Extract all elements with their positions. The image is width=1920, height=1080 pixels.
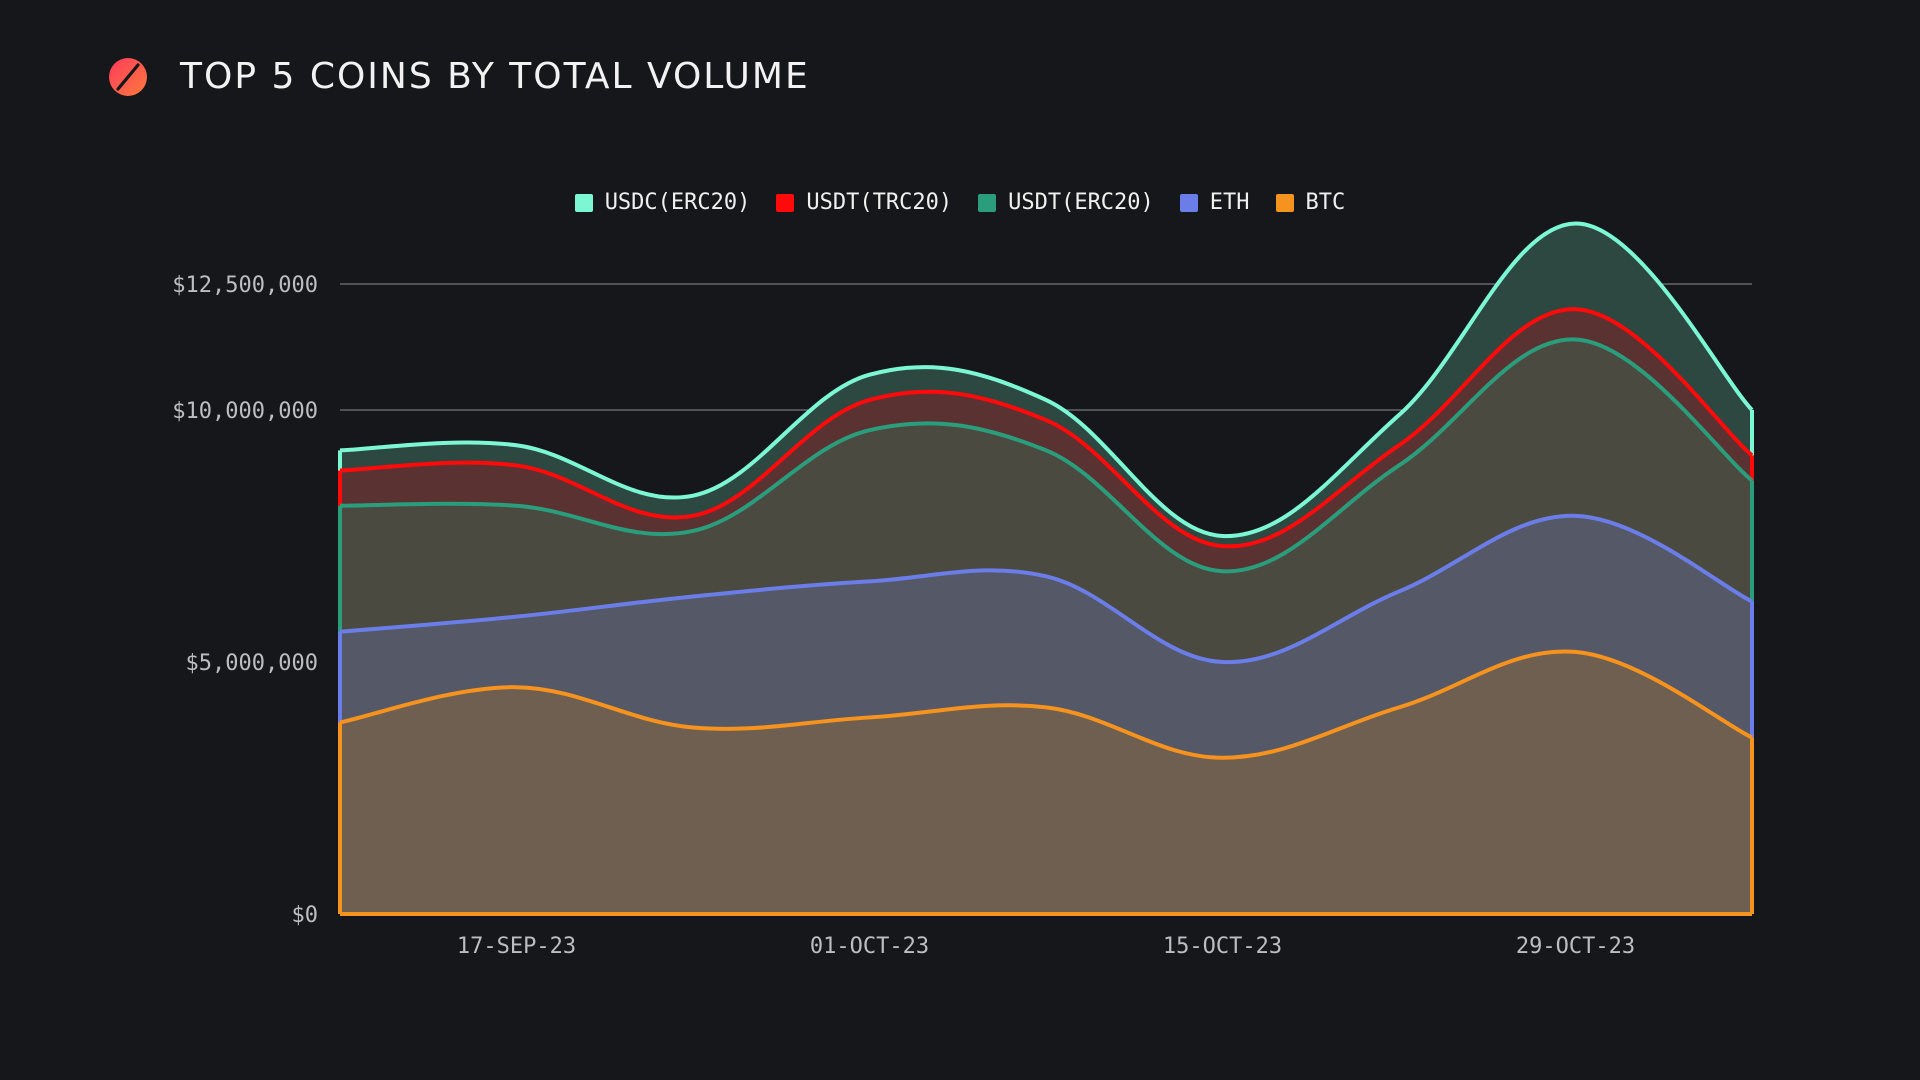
header: TOP 5 COINS BY TOTAL VOLUME xyxy=(108,56,810,97)
legend-swatch xyxy=(1179,193,1198,212)
line-usdc-erc20 xyxy=(339,221,1754,539)
line-btc xyxy=(339,649,1753,760)
legend-label: USDT(ERC20) xyxy=(1008,190,1154,215)
legend-item[interactable]: USDT(TRC20) xyxy=(776,190,952,215)
y-tick-label: $12,500,000 xyxy=(172,273,318,298)
x-tick-label: 17-SEP-23 xyxy=(457,934,576,959)
legend-swatch xyxy=(776,193,795,212)
y-tick-label: $0 xyxy=(292,903,319,928)
legend-item[interactable]: USDC(ERC20) xyxy=(574,190,751,215)
legend-label: USDT(TRC20) xyxy=(806,190,953,215)
x-tick-label: 01-OCT-23 xyxy=(810,934,929,959)
slashed-circle-logo-icon xyxy=(109,57,147,96)
legend-swatch xyxy=(978,193,997,212)
legend-item[interactable]: ETH xyxy=(1179,190,1250,215)
line-eth xyxy=(339,513,1753,665)
legend-swatch xyxy=(574,193,593,212)
line-usdt-erc20 xyxy=(339,337,1754,574)
area-btc xyxy=(340,651,1752,914)
legend-item[interactable]: USDT(ERC20) xyxy=(978,190,1154,215)
line-usdt-trc20 xyxy=(339,307,1754,549)
x-tick-label: 29-OCT-23 xyxy=(1516,934,1635,959)
legend-item[interactable]: BTC xyxy=(1275,190,1346,215)
legend-label: USDC(ERC20) xyxy=(604,190,751,215)
legend-label: BTC xyxy=(1305,190,1346,215)
legend-swatch xyxy=(1275,193,1294,212)
x-tick-label: 15-OCT-23 xyxy=(1163,934,1282,959)
y-tick-label: $10,000,000 xyxy=(172,399,318,424)
y-tick-label: $5,000,000 xyxy=(186,651,318,676)
chart-legend: USDC(ERC20) USDT(TRC20) USDT(ERC20) ETH BTC xyxy=(0,190,1920,215)
page-title: TOP 5 COINS BY TOTAL VOLUME xyxy=(180,56,810,97)
legend-label: ETH xyxy=(1209,190,1250,215)
